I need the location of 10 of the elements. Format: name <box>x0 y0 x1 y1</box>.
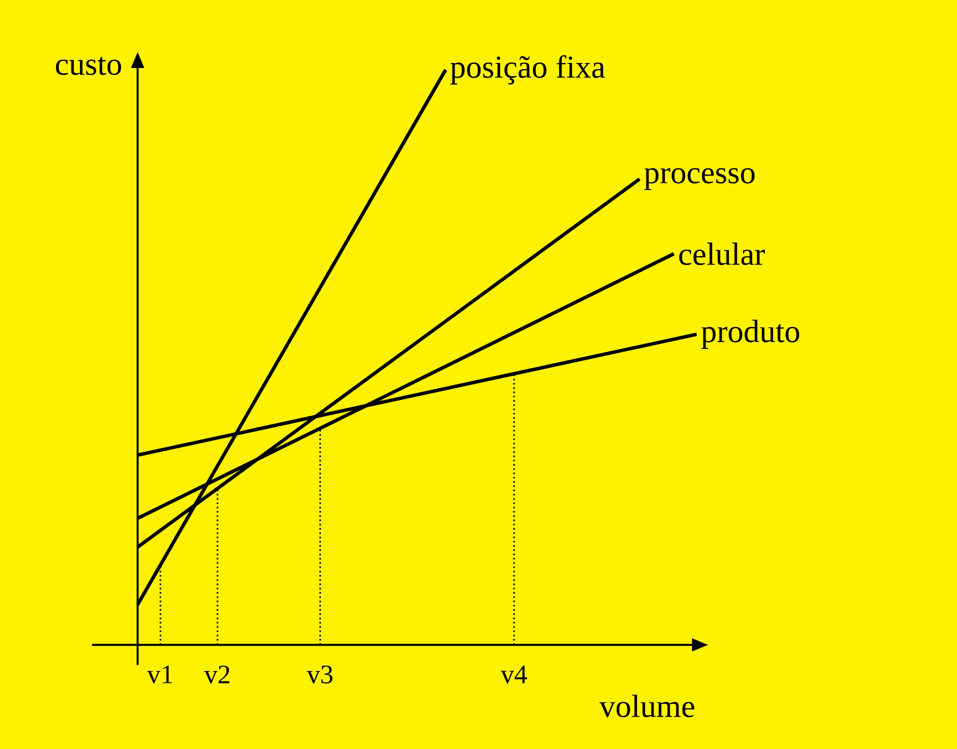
x-tick-label: v2 <box>204 666 230 684</box>
x-tick-label: v3 <box>306 666 332 684</box>
x-tick-label: v1 <box>147 666 172 684</box>
x-axis-title: volume <box>599 694 694 718</box>
series-label: processo <box>644 168 755 190</box>
y-axis-title: custo <box>56 56 122 76</box>
series-label: produto <box>701 320 800 349</box>
x-tick-label: v4 <box>500 666 527 684</box>
series-label: posição fixa <box>450 55 605 84</box>
series-label: celular <box>679 242 765 266</box>
